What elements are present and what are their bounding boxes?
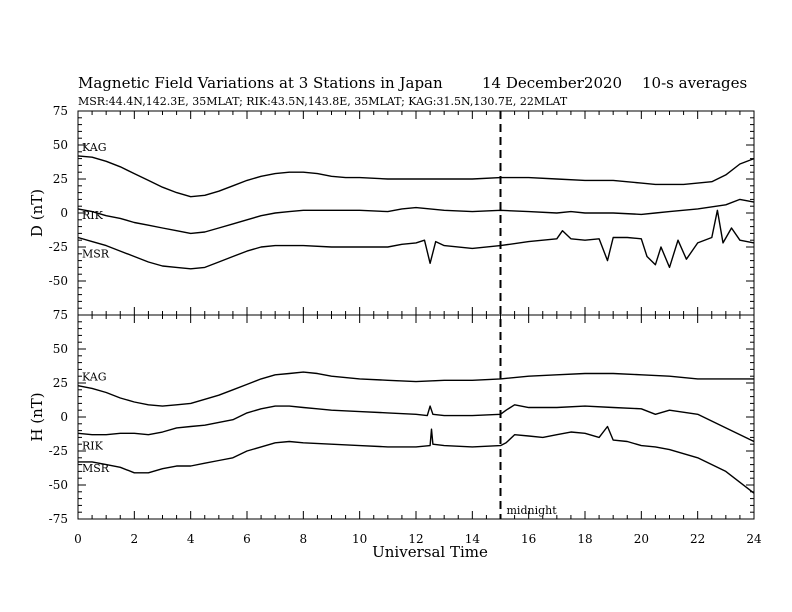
chart-title: Magnetic Field Variations at 3 Stations … xyxy=(78,74,443,92)
x-tick-label: 18 xyxy=(577,532,592,546)
axis-labels: 75 50 25 0 -25 -50 KAG RIK MSR 75 50 25 0 -25 -50 -75 KA… xyxy=(49,104,762,546)
d-msr-series-line xyxy=(77,209,755,270)
h-panel-frame xyxy=(77,314,755,520)
data-series xyxy=(77,155,755,494)
y-tick-label: 0 xyxy=(60,410,68,424)
d-kag-label: KAG xyxy=(82,141,107,154)
x-tick-label: 8 xyxy=(300,532,308,546)
y-tick-label: -50 xyxy=(49,274,68,288)
d-kag-series-line xyxy=(77,155,755,198)
d-panel-y-axis-title: D (nT) xyxy=(28,189,46,237)
h-rik-series-line xyxy=(77,404,755,443)
y-tick-label: 25 xyxy=(53,172,68,186)
h-kag-label: KAG xyxy=(82,371,107,384)
d-msr-label: MSR xyxy=(82,247,110,260)
x-tick-label: 22 xyxy=(690,532,705,546)
h-msr-label: MSR xyxy=(82,462,110,475)
y-tick-label: -25 xyxy=(49,240,68,254)
x-tick-label: 0 xyxy=(74,532,82,546)
x-tick-label: 20 xyxy=(634,532,649,546)
x-tick-label: 12 xyxy=(408,532,423,546)
chart-date: 14 December2020 xyxy=(482,74,622,92)
midnight-annotation: midnight xyxy=(507,504,558,517)
x-tick-label: 4 xyxy=(187,532,195,546)
h-kag-series-line xyxy=(77,371,754,407)
x-tick-label: 14 xyxy=(465,532,481,546)
x-axis-title: Universal Time xyxy=(372,543,488,561)
y-tick-label: 75 xyxy=(53,308,68,322)
station-coordinates-subtitle: MSR:44.4N,142.3E, 35MLAT; RIK:43.5N,143.… xyxy=(78,95,568,108)
d-rik-label: RIK xyxy=(82,209,104,222)
d-rik-series-line xyxy=(77,198,755,235)
x-tick-label: 2 xyxy=(131,532,139,546)
y-tick-label: 0 xyxy=(60,206,68,220)
h-panel-y-axis-title: H (nT) xyxy=(28,392,46,441)
chart-averaging: 10-s averages xyxy=(642,74,747,92)
y-tick-label: 50 xyxy=(53,138,68,152)
y-tick-label: 25 xyxy=(53,376,68,390)
y-tick-label: -50 xyxy=(49,478,68,492)
x-tick-label: 6 xyxy=(243,532,251,546)
y-tick-label: -25 xyxy=(49,444,68,458)
h-msr-series-line xyxy=(78,425,755,494)
axis-ticks xyxy=(77,110,755,520)
h-rik-label: RIK xyxy=(82,439,104,452)
x-tick-label: 24 xyxy=(746,532,762,546)
x-tick-label: 10 xyxy=(352,532,367,546)
y-tick-label: 50 xyxy=(53,342,68,356)
x-tick-label: 16 xyxy=(521,532,536,546)
y-tick-label: -75 xyxy=(49,512,68,526)
y-tick-label: 75 xyxy=(53,104,68,118)
